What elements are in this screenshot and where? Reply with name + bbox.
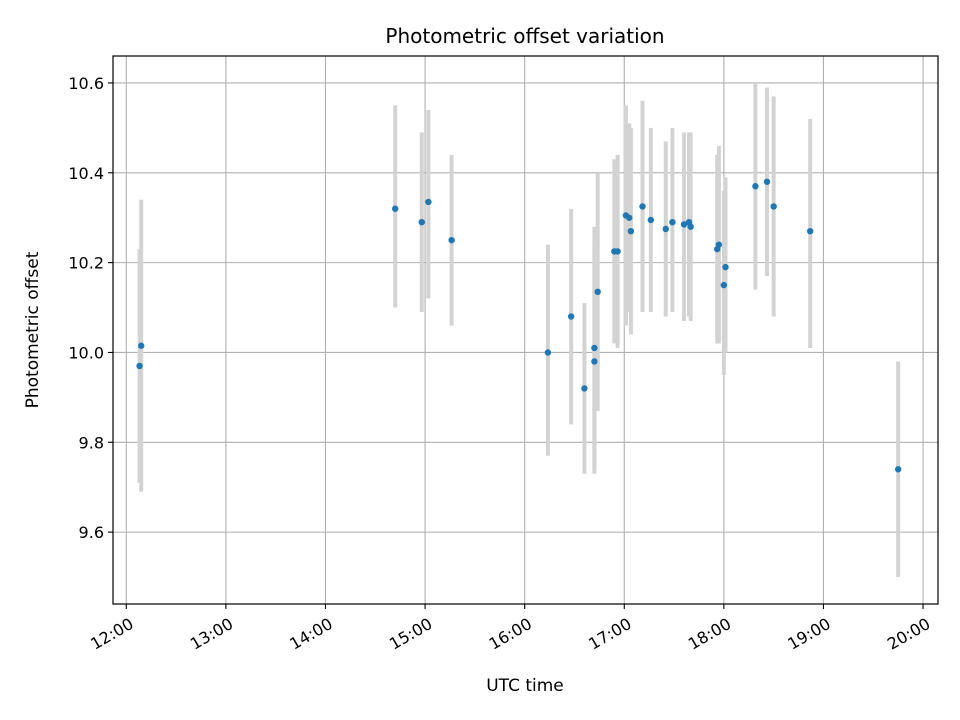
data-point bbox=[687, 223, 694, 230]
chart-title: Photometric offset variation bbox=[385, 24, 664, 48]
data-point bbox=[752, 183, 759, 190]
y-axis-label: Photometric offset bbox=[23, 251, 43, 408]
data-point bbox=[136, 362, 143, 370]
data-point bbox=[680, 221, 688, 228]
data-point bbox=[567, 313, 575, 320]
data-point bbox=[391, 205, 399, 212]
data-point bbox=[669, 218, 676, 226]
y-tick-label: 10.0 bbox=[68, 343, 104, 362]
data-point bbox=[770, 203, 777, 210]
data-point bbox=[722, 263, 729, 271]
data-point bbox=[806, 227, 814, 235]
data-point bbox=[647, 216, 655, 224]
data-point bbox=[425, 198, 432, 206]
data-point bbox=[626, 214, 633, 221]
data-point bbox=[418, 218, 425, 226]
y-tick-label: 10.2 bbox=[68, 254, 104, 273]
y-tick-label: 10.4 bbox=[68, 164, 104, 183]
data-point bbox=[591, 358, 598, 365]
data-point bbox=[544, 349, 552, 356]
data-point bbox=[448, 236, 455, 244]
data-point bbox=[581, 385, 588, 392]
data-point bbox=[138, 342, 145, 349]
data-point bbox=[614, 248, 621, 255]
x-axis-label: UTC time bbox=[486, 676, 564, 696]
data-point bbox=[763, 178, 771, 185]
data-point bbox=[591, 344, 598, 352]
y-tick-label: 9.6 bbox=[79, 523, 104, 542]
y-tick-label: 10.6 bbox=[68, 74, 104, 93]
data-point bbox=[720, 281, 728, 289]
data-point bbox=[662, 225, 669, 233]
data-point bbox=[715, 241, 723, 248]
data-points bbox=[136, 178, 902, 473]
y-tick-label: 9.8 bbox=[79, 433, 104, 452]
plot-area-frame bbox=[112, 55, 939, 605]
data-point bbox=[627, 227, 635, 235]
data-point bbox=[594, 288, 601, 296]
data-point bbox=[639, 203, 646, 210]
data-point bbox=[894, 466, 902, 473]
